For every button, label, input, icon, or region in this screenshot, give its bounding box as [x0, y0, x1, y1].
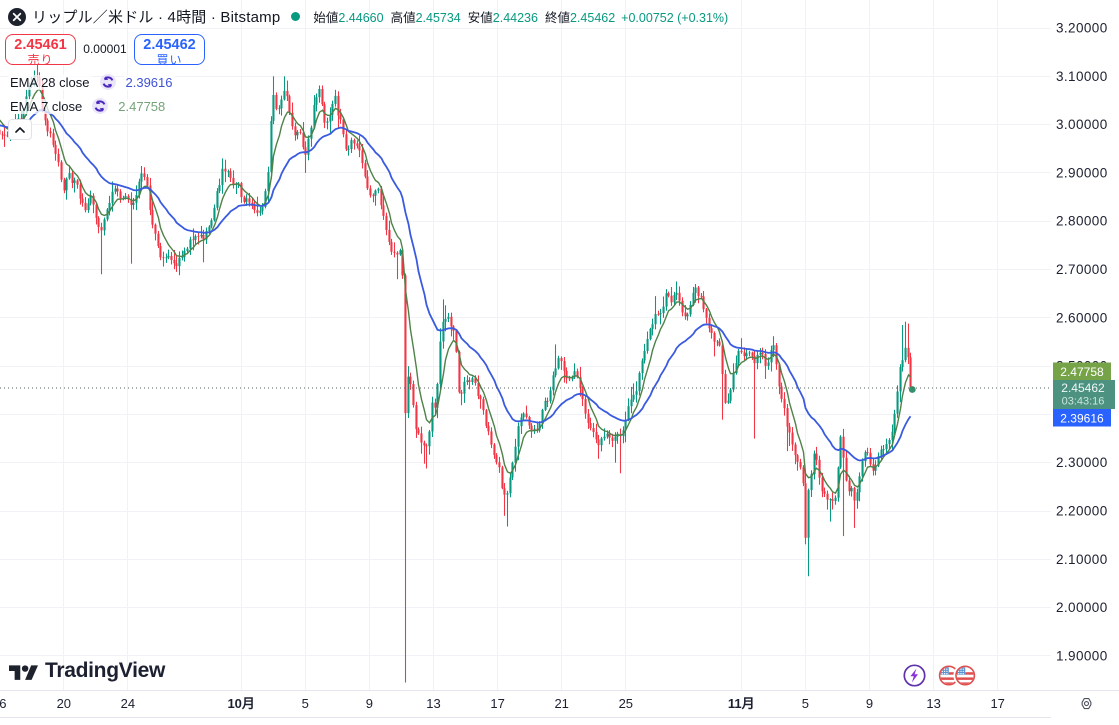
svg-text:5: 5: [302, 696, 309, 711]
svg-text:2.10000: 2.10000: [1056, 552, 1108, 567]
svg-text:2.80000: 2.80000: [1056, 214, 1108, 229]
svg-text:16: 16: [0, 696, 7, 711]
svg-text:2.70000: 2.70000: [1056, 262, 1108, 277]
svg-text:13: 13: [426, 696, 440, 711]
svg-text:21: 21: [554, 696, 568, 711]
svg-text:3.10000: 3.10000: [1056, 69, 1108, 84]
svg-text:2.39616: 2.39616: [1060, 412, 1104, 426]
svg-text:2.20000: 2.20000: [1056, 504, 1108, 519]
svg-text:5: 5: [802, 696, 809, 711]
svg-text:9: 9: [866, 696, 873, 711]
svg-text:3.00000: 3.00000: [1056, 117, 1108, 132]
svg-text:11月: 11月: [728, 696, 755, 711]
svg-text:17: 17: [490, 696, 504, 711]
svg-text:2.47758: 2.47758: [1060, 365, 1104, 379]
svg-text:25: 25: [619, 696, 633, 711]
svg-text:17: 17: [990, 696, 1004, 711]
svg-text:2.90000: 2.90000: [1056, 165, 1108, 180]
svg-text:2.45462: 2.45462: [1061, 381, 1105, 395]
svg-text:1.90000: 1.90000: [1056, 648, 1108, 663]
svg-text:2.60000: 2.60000: [1056, 310, 1108, 325]
svg-text:13: 13: [926, 696, 940, 711]
svg-text:3.20000: 3.20000: [1056, 21, 1108, 36]
svg-text:2.00000: 2.00000: [1056, 600, 1108, 615]
svg-text:03:43:16: 03:43:16: [1062, 396, 1105, 408]
svg-text:20: 20: [57, 696, 71, 711]
svg-text:2.30000: 2.30000: [1056, 455, 1108, 470]
svg-text:10月: 10月: [227, 696, 254, 711]
svg-text:9: 9: [366, 696, 373, 711]
svg-text:24: 24: [121, 696, 135, 711]
